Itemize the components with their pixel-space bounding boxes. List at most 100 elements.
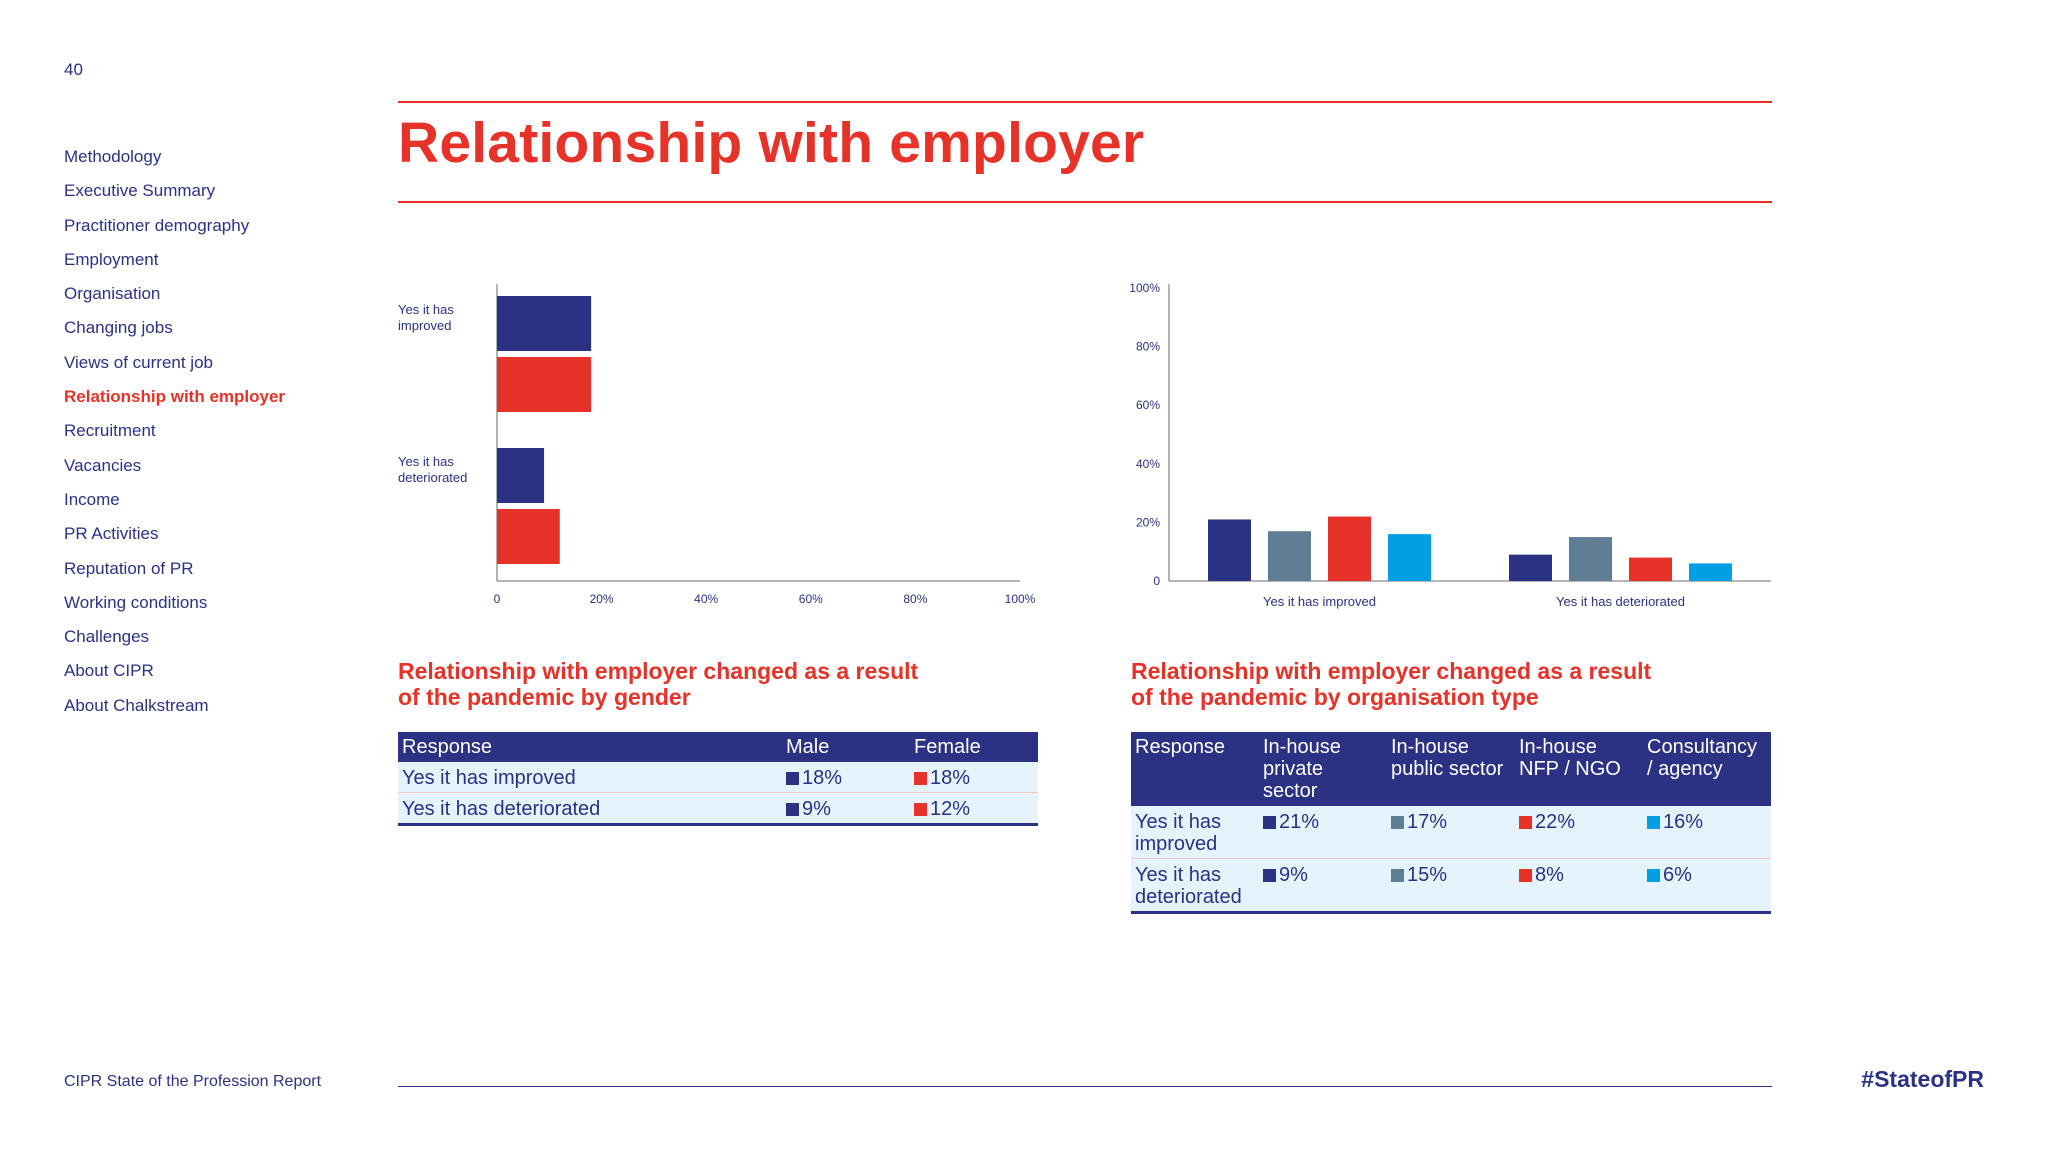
title-rule bbox=[398, 201, 1772, 203]
gender-value-female: 12% bbox=[930, 798, 971, 820]
org-response-line: Yes it has bbox=[1135, 811, 1221, 833]
nav-item-organisation[interactable]: Organisation bbox=[64, 284, 161, 304]
org-header-line: / agency bbox=[1647, 758, 1723, 780]
bar-consultancy-agency-yes-it-has-improved bbox=[1388, 534, 1431, 581]
nav-item-working-conditions[interactable]: Working conditions bbox=[64, 592, 208, 612]
page-title: Relationship with employer bbox=[398, 111, 1145, 175]
org-value: 22% bbox=[1535, 811, 1576, 833]
org-header-in-house-public-sector: In-house public sector bbox=[1387, 732, 1515, 806]
org-header-line: private bbox=[1263, 758, 1324, 780]
org-cell-in-house-public-sector: 17% bbox=[1387, 806, 1515, 859]
gender-subtitle-line-1: Relationship with employer changed as a … bbox=[398, 658, 919, 684]
legend-swatch-female bbox=[914, 803, 927, 816]
nav-item-pr-activities[interactable]: PR Activities bbox=[64, 524, 159, 544]
x-tick-80: 80% bbox=[903, 592, 927, 606]
nav-item-practitioner-demography[interactable]: Practitioner demography bbox=[64, 215, 250, 235]
org-row-yes-it-has-deteriorated: Yes it has deteriorated 9% 15% 8% 6% bbox=[1131, 858, 1771, 914]
legend-swatch-in-house-nfp-ngo bbox=[1519, 816, 1532, 829]
gender-header-female: Female bbox=[910, 732, 1038, 762]
gender-cell-female: 12% bbox=[910, 792, 1038, 826]
legend-swatch-in-house-public-sector bbox=[1391, 816, 1404, 829]
y-tick-40: 40% bbox=[1136, 457, 1160, 471]
org-cell-consultancy-agency: 6% bbox=[1643, 858, 1771, 914]
y-tick-100: 100% bbox=[1129, 281, 1160, 295]
org-header-line: NFP / NGO bbox=[1519, 758, 1621, 780]
nav-item-employment[interactable]: Employment bbox=[64, 249, 159, 269]
org-cell-in-house-nfp-ngo: 22% bbox=[1515, 806, 1643, 859]
category-label-yes-it-has-deteriorated: Yes it has deteriorated bbox=[1556, 594, 1685, 609]
nav-item-recruitment[interactable]: Recruitment bbox=[64, 421, 156, 441]
category-label-yes-it-has-improved-line-1: Yes it has bbox=[398, 302, 454, 317]
gender-value-male: 18% bbox=[802, 767, 843, 789]
bar-in-house-public-sector-yes-it-has-deteriorated bbox=[1569, 537, 1612, 581]
org-cell-response: Yes it has deteriorated bbox=[1131, 858, 1259, 914]
gender-cell-male: 9% bbox=[782, 792, 910, 826]
gender-row-yes-it-has-improved: Yes it has improved 18% 18% bbox=[398, 762, 1038, 793]
nav-item-changing-jobs[interactable]: Changing jobs bbox=[64, 318, 173, 338]
gender-row-yes-it-has-deteriorated: Yes it has deteriorated 9% 12% bbox=[398, 792, 1038, 826]
org-header-line: public sector bbox=[1391, 758, 1504, 780]
org-value: 16% bbox=[1663, 811, 1704, 833]
bar-in-house-public-sector-yes-it-has-improved bbox=[1268, 531, 1311, 581]
org-response-line: improved bbox=[1135, 833, 1218, 855]
org-subtitle-line-1: Relationship with employer changed as a … bbox=[1131, 658, 1652, 684]
footer-rule bbox=[398, 1086, 1772, 1087]
bar-male-yes-it-has-improved bbox=[497, 296, 592, 351]
nav-item-vacancies[interactable]: Vacancies bbox=[64, 455, 142, 475]
bar-female-yes-it-has-deteriorated bbox=[497, 509, 560, 564]
gender-value-female: 18% bbox=[930, 767, 971, 789]
org-subtitle-line-2: of the pandemic by organisation type bbox=[1131, 684, 1539, 710]
org-header-in-house-nfp-ngo: In-house NFP / NGO bbox=[1515, 732, 1643, 806]
org-value: 9% bbox=[1279, 864, 1308, 886]
org-value: 6% bbox=[1663, 864, 1692, 886]
gender-cell-response: Yes it has improved bbox=[398, 762, 782, 793]
gender-cell-female: 18% bbox=[910, 762, 1038, 793]
nav-item-views-of-current-job[interactable]: Views of current job bbox=[64, 352, 213, 372]
y-tick-60: 60% bbox=[1136, 398, 1160, 412]
side-navigation: Methodology Executive Summary Practitioner… bbox=[64, 146, 285, 729]
legend-swatch-consultancy-agency bbox=[1647, 869, 1660, 882]
hashtag: #StateofPR bbox=[1861, 1066, 1984, 1092]
org-header-line: In-house bbox=[1391, 736, 1469, 758]
org-response-line: deteriorated bbox=[1135, 886, 1242, 908]
org-header-consultancy-agency: Consultancy / agency bbox=[1643, 732, 1771, 806]
org-cell-response: Yes it has improved bbox=[1131, 806, 1259, 859]
nav-item-income[interactable]: Income bbox=[64, 489, 120, 509]
org-response-line: Yes it has bbox=[1135, 864, 1221, 886]
nav-item-about-cipr[interactable]: About CIPR bbox=[64, 661, 154, 681]
nav-item-methodology[interactable]: Methodology bbox=[64, 147, 162, 166]
bar-male-yes-it-has-deteriorated bbox=[497, 448, 545, 503]
bar-in-house-nfp-ngo-yes-it-has-deteriorated bbox=[1629, 557, 1672, 581]
x-tick-40: 40% bbox=[694, 592, 718, 606]
legend-swatch-in-house-public-sector bbox=[1391, 869, 1404, 882]
category-label-yes-it-has-deteriorated-line-2: deteriorated bbox=[398, 470, 467, 485]
category-label-yes-it-has-improved-line-2: improved bbox=[398, 318, 451, 333]
gender-cell-response: Yes it has deteriorated bbox=[398, 792, 782, 826]
bar-consultancy-agency-yes-it-has-deteriorated bbox=[1689, 563, 1732, 581]
legend-swatch-in-house-nfp-ngo bbox=[1519, 869, 1532, 882]
nav-item-about-chalkstream[interactable]: About Chalkstream bbox=[64, 695, 209, 715]
legend-swatch-male bbox=[786, 803, 799, 816]
gender-cell-male: 18% bbox=[782, 762, 910, 793]
org-header-in-house-private-sector: In-house private sector bbox=[1259, 732, 1387, 806]
category-label-yes-it-has-improved: Yes it has improved bbox=[1263, 594, 1376, 609]
org-value: 21% bbox=[1279, 811, 1320, 833]
bar-in-house-nfp-ngo-yes-it-has-improved bbox=[1328, 516, 1371, 581]
gender-header-response: Response bbox=[398, 732, 782, 762]
nav-item-challenges[interactable]: Challenges bbox=[64, 627, 150, 647]
org-type-table: Response In-house private sector In-house pub… bbox=[1131, 732, 1771, 914]
x-tick-60: 60% bbox=[799, 592, 823, 606]
org-cell-in-house-private-sector: 9% bbox=[1259, 858, 1387, 914]
top-rule bbox=[398, 101, 1772, 103]
org-chart-subtitle: Relationship with employer changed as a … bbox=[1131, 658, 1651, 710]
nav-item-reputation-of-pr[interactable]: Reputation of PR bbox=[64, 558, 194, 578]
x-tick-0: 0 bbox=[494, 592, 501, 606]
nav-item-relationship-with-employer[interactable]: Relationship with employer bbox=[64, 387, 286, 407]
org-header-line: In-house bbox=[1263, 736, 1341, 758]
nav-item-executive-summary[interactable]: Executive Summary bbox=[64, 181, 216, 201]
org-value: 8% bbox=[1535, 864, 1564, 886]
legend-swatch-in-house-private-sector bbox=[1263, 816, 1276, 829]
org-cell-in-house-nfp-ngo: 8% bbox=[1515, 858, 1643, 914]
